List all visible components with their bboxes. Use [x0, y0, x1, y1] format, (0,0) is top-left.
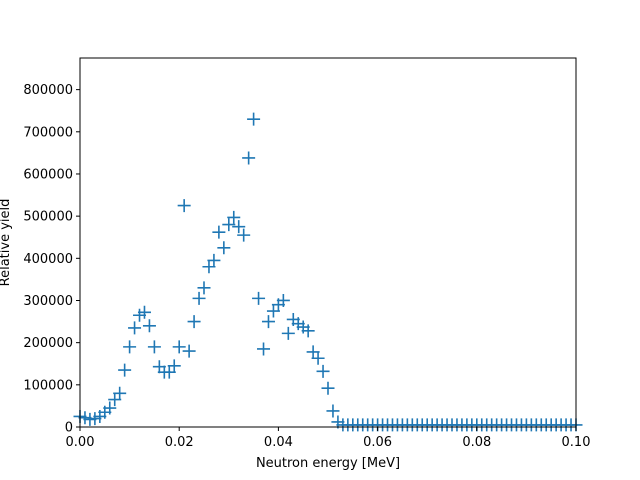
data-point [237, 228, 251, 242]
data-point [232, 220, 246, 234]
y-tick-label: 300000 [23, 294, 73, 309]
data-point [177, 199, 191, 213]
y-tick-label: 100000 [23, 378, 73, 393]
data-point [212, 225, 226, 239]
data-point [261, 315, 275, 329]
data-point [242, 151, 256, 165]
data-point [207, 253, 221, 267]
y-axis-label: Relative yield [0, 199, 13, 287]
data-point [147, 340, 161, 354]
y-tick-label: 400000 [23, 252, 73, 267]
data-point [172, 340, 186, 354]
data-point [247, 112, 261, 126]
data-point [167, 359, 181, 373]
data-point [257, 342, 271, 356]
data-point [321, 381, 335, 395]
x-tick-label: 0.00 [66, 435, 95, 450]
y-tick-label: 0 [65, 421, 73, 436]
x-tick-label: 0.08 [462, 435, 491, 450]
data-point [113, 386, 127, 400]
x-tick-label: 0.02 [165, 435, 194, 450]
data-point [311, 351, 325, 365]
data-point [281, 326, 295, 340]
data-points [73, 112, 583, 432]
data-point [217, 241, 231, 255]
data-point [142, 319, 156, 333]
x-axis-label: Neutron energy [MeV] [256, 456, 400, 471]
plot-frame [79, 57, 577, 428]
data-point [118, 363, 132, 377]
data-point [276, 293, 290, 307]
data-point [187, 315, 201, 329]
data-point [128, 321, 142, 335]
y-tick-label: 600000 [23, 167, 73, 182]
x-tick-label: 0.10 [562, 435, 591, 450]
data-point [137, 305, 151, 319]
y-tick-label: 500000 [23, 210, 73, 225]
data-point [316, 364, 330, 378]
data-point [197, 281, 211, 295]
y-tick-label: 800000 [23, 83, 73, 98]
data-point [252, 291, 266, 305]
data-point [227, 210, 241, 224]
axis-ticks: 0.00 0.02 0.04 0.06 0.08 0.10 0 100000 200000 300… [23, 83, 590, 450]
y-tick-label: 700000 [23, 125, 73, 140]
data-point [182, 344, 196, 358]
data-point [192, 291, 206, 305]
data-point [123, 340, 137, 354]
data-point [222, 218, 236, 232]
x-tick-label: 0.06 [363, 435, 392, 450]
data-point [103, 401, 117, 415]
y-tick-label: 200000 [23, 336, 73, 351]
data-point [301, 324, 315, 338]
data-point [326, 404, 340, 418]
x-tick-label: 0.04 [264, 435, 293, 450]
